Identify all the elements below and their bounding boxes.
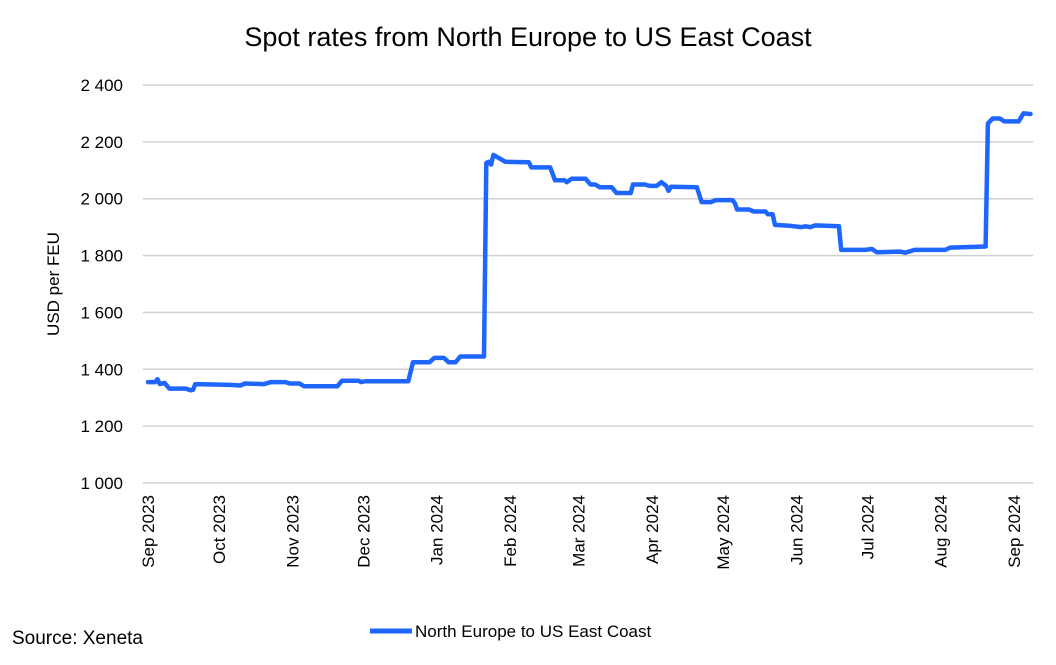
series-group bbox=[145, 111, 1033, 393]
y-tick-label: 1 600 bbox=[80, 303, 123, 322]
x-tick-label: Dec 2023 bbox=[354, 495, 373, 568]
x-tick-label: Sep 2023 bbox=[139, 495, 158, 568]
chart-title: Spot rates from North Europe to US East … bbox=[244, 22, 812, 52]
y-tick-label: 2 400 bbox=[80, 76, 123, 95]
x-tick-label: Oct 2023 bbox=[210, 495, 229, 564]
source-note: Source: Xeneta bbox=[12, 628, 143, 649]
x-tick-label: Sep 2024 bbox=[1005, 495, 1024, 568]
y-tick-label: 1 200 bbox=[80, 417, 123, 436]
legend-label: North Europe to US East Coast bbox=[415, 622, 652, 641]
series-line-north-europe-us-east-coast bbox=[145, 111, 1033, 393]
y-tick-label: 1 000 bbox=[80, 474, 123, 493]
y-axis-label: USD per FEU bbox=[44, 232, 63, 336]
y-axis-ticks: 1 000 1 200 1 400 1 600 1 800 2 000 2 200 2 400 bbox=[80, 76, 123, 493]
x-tick-label: Mar 2024 bbox=[570, 495, 589, 567]
y-tick-label: 2 200 bbox=[80, 133, 123, 152]
x-tick-label: Feb 2024 bbox=[501, 495, 520, 567]
y-tick-label: 2 000 bbox=[80, 190, 123, 209]
x-axis-ticks: Sep 2023 Oct 2023 Nov 2023 Dec 2023 Jan 2024… bbox=[139, 495, 1024, 570]
gridlines bbox=[143, 84, 1033, 484]
x-tick-label: Aug 2024 bbox=[932, 495, 951, 568]
x-tick-label: Nov 2023 bbox=[283, 495, 302, 568]
legend: North Europe to US East Coast bbox=[370, 622, 652, 641]
x-tick-label: Apr 2024 bbox=[643, 495, 662, 564]
x-tick-label: Jul 2024 bbox=[858, 495, 877, 559]
y-tick-label: 1 400 bbox=[80, 360, 123, 379]
x-tick-label: Jun 2024 bbox=[787, 495, 806, 565]
x-tick-label: Jan 2024 bbox=[428, 495, 447, 565]
y-tick-label: 1 800 bbox=[80, 247, 123, 266]
x-tick-label: May 2024 bbox=[714, 495, 733, 570]
